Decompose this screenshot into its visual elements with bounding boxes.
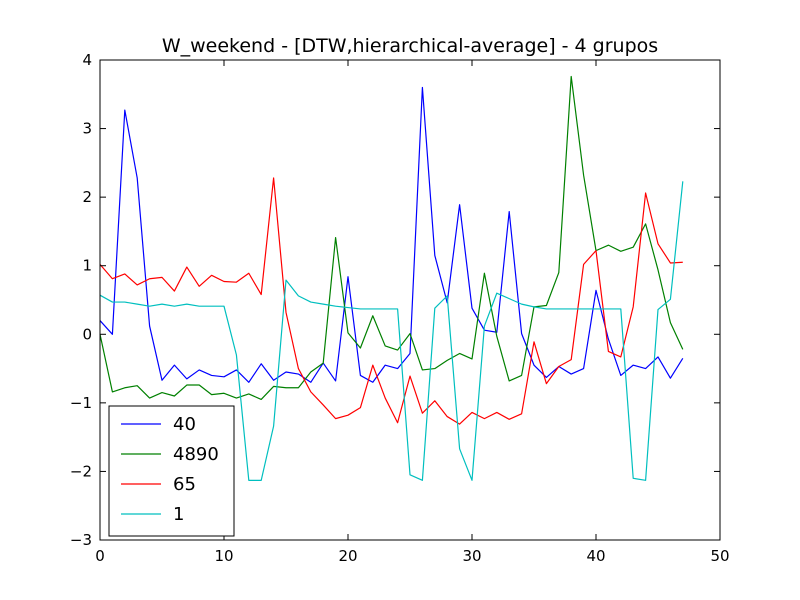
series-line-4890 <box>99 75 684 401</box>
y-tick-label: 3 <box>82 120 92 138</box>
legend: 40 4890 65 1 <box>108 405 235 537</box>
x-tick-label: 0 <box>95 547 105 565</box>
axes-frame <box>99 59 721 541</box>
x-tick-label: 40 <box>586 547 605 565</box>
y-tick-label: −1 <box>70 394 92 412</box>
x-tick-label: 30 <box>462 547 481 565</box>
y-tick-label: 0 <box>82 325 92 343</box>
y-tick-label: −3 <box>70 531 92 549</box>
y-tick-label: 1 <box>82 257 92 275</box>
series-line-40 <box>99 86 684 383</box>
x-tick-label: 20 <box>338 547 357 565</box>
legend-label: 65 <box>173 474 196 495</box>
legend-label: 1 <box>173 504 184 525</box>
x-tick-label: 50 <box>710 547 729 565</box>
series-layer <box>99 75 684 481</box>
legend-label: 40 <box>173 414 196 435</box>
legend-label: 4890 <box>173 444 219 465</box>
series-line-1 <box>99 181 684 481</box>
series-line-65 <box>99 177 683 425</box>
y-tick-label: 2 <box>82 188 92 206</box>
ticks-layer: 0 10 20 30 40 50 −3 −2 −1 0 1 2 3 4 <box>70 51 730 565</box>
chart-title: W_weekend - [DTW,hierarchical-average] -… <box>162 35 658 57</box>
y-tick-label: 4 <box>82 51 92 69</box>
legend-box <box>108 405 235 537</box>
x-tick-label: 10 <box>214 547 233 565</box>
y-tick-label: −2 <box>70 462 92 480</box>
